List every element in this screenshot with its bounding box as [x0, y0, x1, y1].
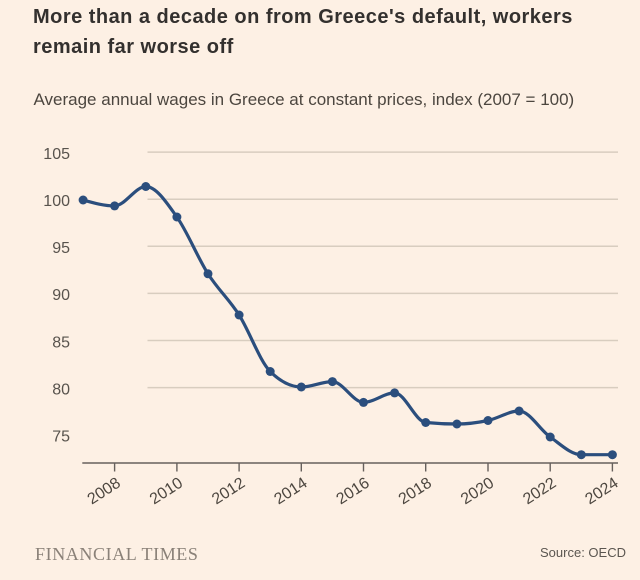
svg-text:2022: 2022: [520, 475, 559, 509]
svg-text:2020: 2020: [458, 475, 497, 509]
svg-text:105: 105: [43, 146, 70, 163]
svg-text:2024: 2024: [582, 475, 621, 509]
svg-text:2010: 2010: [147, 475, 186, 509]
svg-text:75: 75: [52, 429, 70, 446]
svg-text:95: 95: [52, 240, 70, 257]
svg-text:100: 100: [43, 193, 70, 210]
svg-text:2014: 2014: [271, 475, 310, 509]
svg-text:80: 80: [52, 381, 70, 398]
svg-text:2018: 2018: [396, 475, 435, 509]
svg-text:2008: 2008: [85, 475, 124, 509]
svg-text:2012: 2012: [209, 475, 248, 509]
svg-text:85: 85: [52, 334, 70, 351]
svg-text:90: 90: [52, 287, 70, 304]
svg-text:2016: 2016: [334, 475, 373, 509]
